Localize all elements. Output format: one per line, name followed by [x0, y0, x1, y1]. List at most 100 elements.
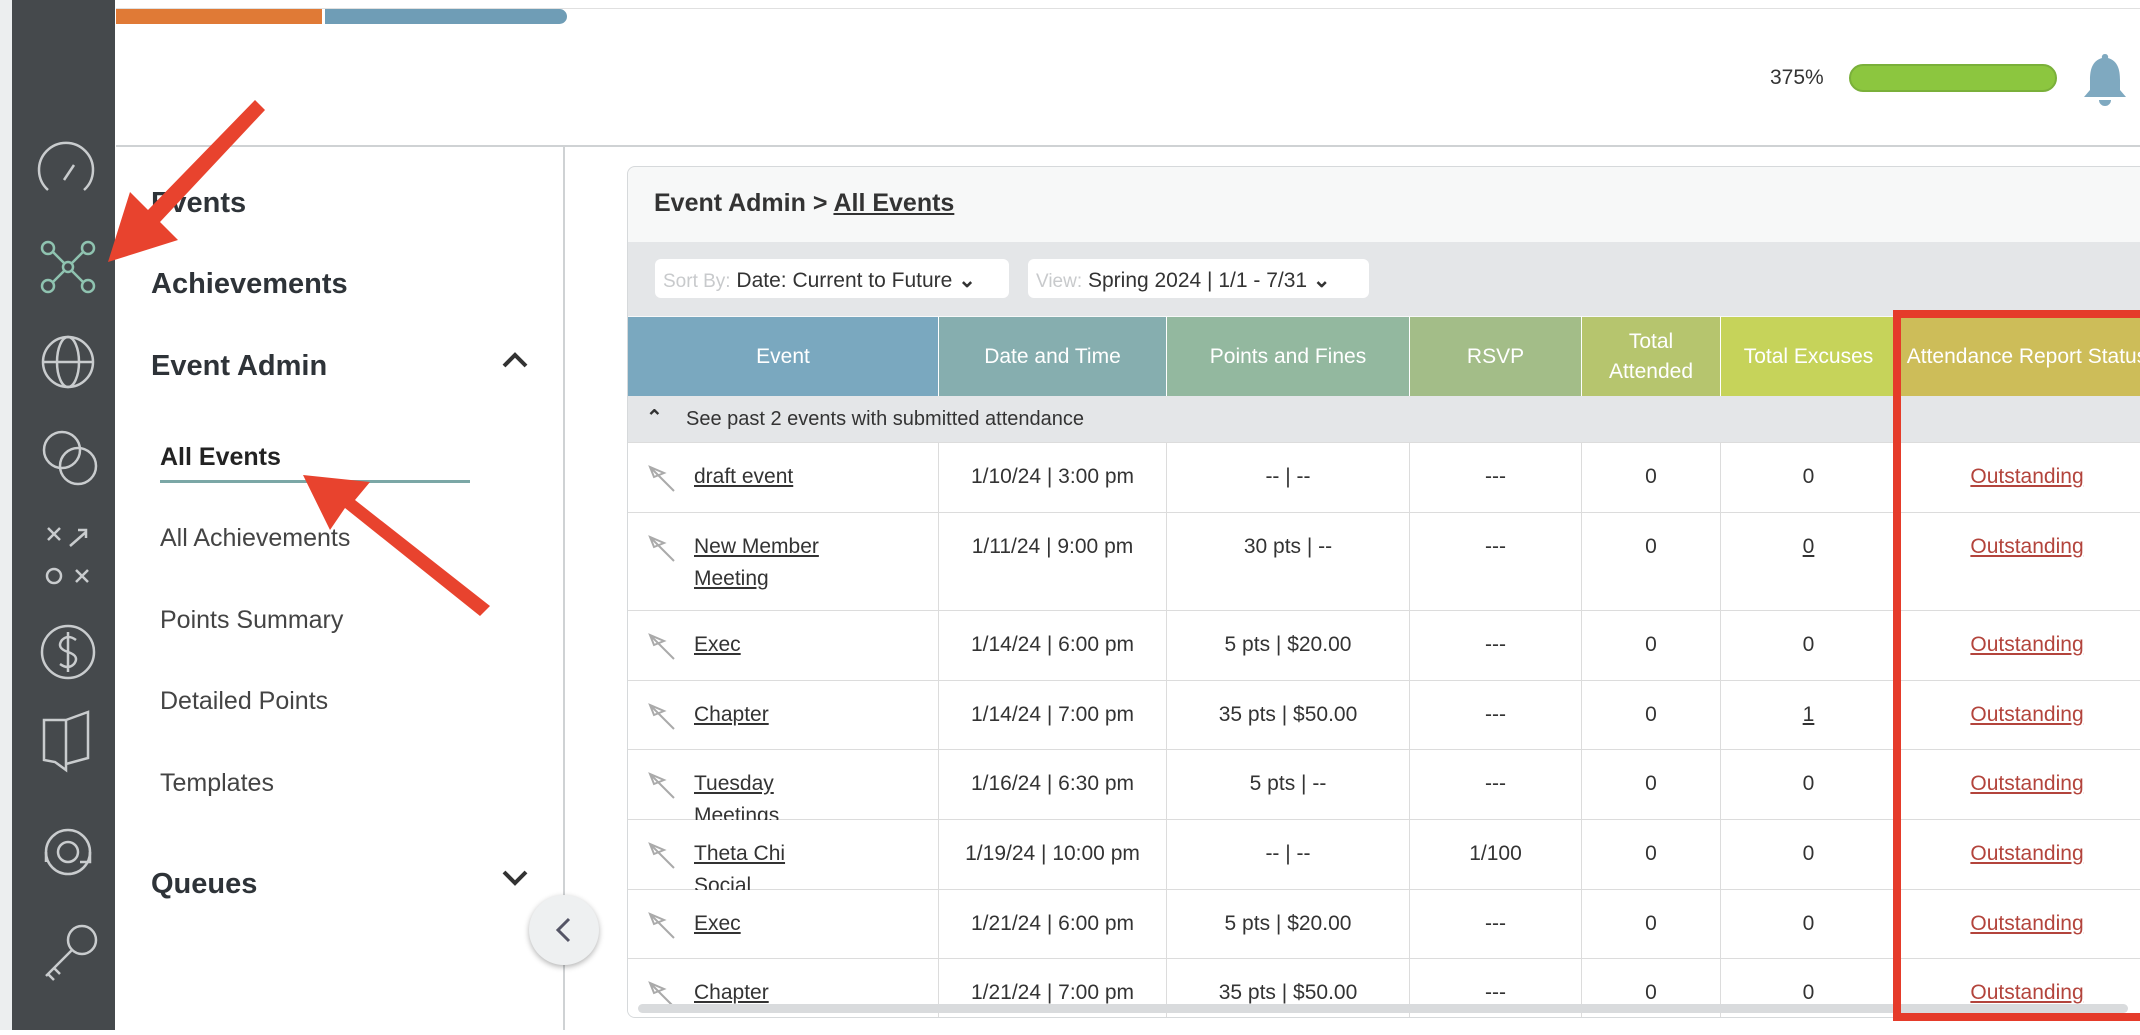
- nav-subitem[interactable]: Templates: [160, 769, 274, 797]
- finance-icon[interactable]: [40, 624, 96, 680]
- column-header[interactable]: Points and Fines: [1167, 317, 1410, 396]
- event-link[interactable]: Chapter: [694, 703, 769, 726]
- table-cell: Chapter: [628, 681, 939, 749]
- nav-subitem[interactable]: Detailed Points: [160, 687, 329, 715]
- table-cell: ---: [1410, 513, 1582, 610]
- cell-text: 1/21/24 | 7:00 pm: [970, 981, 1135, 1004]
- cell-text: ---: [1485, 535, 1506, 558]
- edit-icon[interactable]: [646, 463, 678, 505]
- column-header[interactable]: Attendance Report Status: [1897, 317, 2140, 396]
- column-header[interactable]: Event: [628, 317, 939, 396]
- nav-subitem[interactable]: Points Summary: [160, 606, 344, 634]
- header-divider: [116, 145, 2140, 147]
- status-link[interactable]: Outstanding: [1970, 465, 2084, 488]
- breadcrumb-parent[interactable]: Event Admin: [654, 189, 806, 217]
- cell-text: 1/100: [1469, 842, 1522, 865]
- edit-icon[interactable]: [646, 770, 678, 812]
- horizontal-scrollbar[interactable]: [638, 1004, 2128, 1013]
- past-events-text[interactable]: See past 2 events with submitted attenda…: [686, 408, 1085, 430]
- nav-item[interactable]: Queues: [151, 868, 258, 900]
- nav-item[interactable]: Event Admin: [151, 350, 328, 382]
- past-events-toggle[interactable]: ⌃ See past 2 events with submitted attend…: [628, 396, 2140, 443]
- cell-text: 0: [1802, 981, 1815, 1004]
- view-select[interactable]: View: Spring 2024 | 1/1 - 7/31 ⌄: [1028, 259, 1369, 298]
- table-cell: Tuesday Meetings: [628, 750, 939, 827]
- table-row: Tuesday Meetings 1/16/24 | 6:30 pm 5 pts |…: [628, 750, 2140, 827]
- edit-icon[interactable]: [646, 910, 678, 952]
- events-icon[interactable]: [40, 240, 96, 294]
- cell-text: ---: [1485, 703, 1506, 726]
- edit-icon[interactable]: [646, 840, 678, 882]
- active-underline: [160, 480, 470, 483]
- cell-text: ---: [1485, 772, 1506, 795]
- cell-text: 0: [1645, 772, 1657, 795]
- sort-select[interactable]: Sort By: Date: Current to Future ⌄: [655, 259, 1009, 298]
- nav-item[interactable]: Events: [151, 187, 247, 219]
- event-link[interactable]: Exec: [694, 633, 741, 656]
- nav-subitem-active[interactable]: All Events: [160, 443, 281, 471]
- breadcrumb-current[interactable]: All Events: [833, 189, 955, 217]
- table-cell: 1/14/24 | 6:00 pm: [939, 611, 1167, 680]
- event-link[interactable]: draft event: [694, 465, 794, 488]
- table-cell: 1/10/24 | 3:00 pm: [939, 443, 1167, 512]
- status-link[interactable]: Outstanding: [1970, 912, 2084, 935]
- status-link[interactable]: Outstanding: [1970, 772, 2084, 795]
- edit-icon[interactable]: [646, 979, 678, 1017]
- expand-caret[interactable]: [500, 868, 530, 888]
- key-icon[interactable]: [45, 924, 98, 981]
- status-link[interactable]: Outstanding: [1970, 703, 2084, 726]
- top-border: [116, 8, 2140, 9]
- table-cell: 1/100: [1410, 820, 1582, 889]
- column-header[interactable]: Total Excuses: [1721, 317, 1897, 396]
- column-header[interactable]: Total Attended: [1582, 317, 1721, 396]
- events-table: Event Date and Time Points and Fines RSVP To…: [628, 317, 2140, 1017]
- support-icon[interactable]: [44, 828, 92, 876]
- globe-icon[interactable]: [41, 335, 95, 389]
- cell-text: 1/14/24 | 7:00 pm: [970, 703, 1135, 726]
- cell-text: 0: [1645, 633, 1657, 656]
- table-cell: 0: [1582, 959, 1721, 1017]
- events-card: Event Admin > All Events Sort By: Date: …: [627, 166, 2140, 1018]
- dashboard-icon[interactable]: [37, 141, 95, 191]
- status-link[interactable]: Outstanding: [1970, 981, 2084, 1004]
- icon-sidebar: [12, 0, 115, 1030]
- table-cell: New Member Meeting: [628, 513, 939, 610]
- table-cell: ---: [1410, 890, 1582, 958]
- status-link[interactable]: Outstanding: [1970, 842, 2084, 865]
- sidebar-icons: [37, 141, 98, 981]
- status-link[interactable]: Outstanding: [1970, 535, 2084, 558]
- status-link[interactable]: Outstanding: [1970, 633, 2084, 656]
- edit-icon[interactable]: [646, 631, 678, 673]
- cell-text: 0: [1645, 842, 1657, 865]
- event-link[interactable]: Exec: [694, 912, 741, 935]
- chat-icon[interactable]: [42, 430, 98, 486]
- library-icon[interactable]: [42, 710, 90, 773]
- progress-meter: [1849, 64, 2057, 92]
- table-header: Event Date and Time Points and Fines RSVP To…: [628, 317, 2140, 396]
- cell-text: 0: [1802, 633, 1815, 656]
- excuses-link[interactable]: 1: [1802, 703, 1815, 726]
- event-link[interactable]: New Member Meeting: [694, 535, 819, 590]
- nav-subitem[interactable]: All Achievements: [160, 524, 351, 552]
- table-cell: ---: [1410, 611, 1582, 680]
- table-cell: 0: [1582, 611, 1721, 680]
- cell-text: 1/16/24 | 6:30 pm: [970, 772, 1135, 795]
- column-header[interactable]: Date and Time: [939, 317, 1167, 396]
- nav-item[interactable]: Achievements: [151, 268, 348, 300]
- collapse-panel-button[interactable]: [529, 895, 599, 965]
- collapse-caret[interactable]: [500, 350, 530, 370]
- progress-bar-orange: [116, 9, 322, 24]
- column-header[interactable]: RSVP: [1410, 317, 1582, 396]
- cell-text: 0: [1802, 912, 1815, 935]
- excuses-link[interactable]: 0: [1802, 535, 1815, 558]
- plays-icon[interactable]: [45, 527, 89, 585]
- edit-icon[interactable]: [646, 533, 678, 575]
- view-value: Spring 2024 | 1/1 - 7/31: [1087, 269, 1308, 292]
- table-cell: Outstanding: [1897, 443, 2140, 512]
- edit-icon[interactable]: [646, 701, 678, 743]
- notification-bell[interactable]: [2080, 50, 2130, 110]
- table-cell: 35 pts | $50.00: [1167, 959, 1410, 1017]
- nav-divider: [563, 146, 565, 1030]
- event-link[interactable]: Chapter: [694, 981, 769, 1004]
